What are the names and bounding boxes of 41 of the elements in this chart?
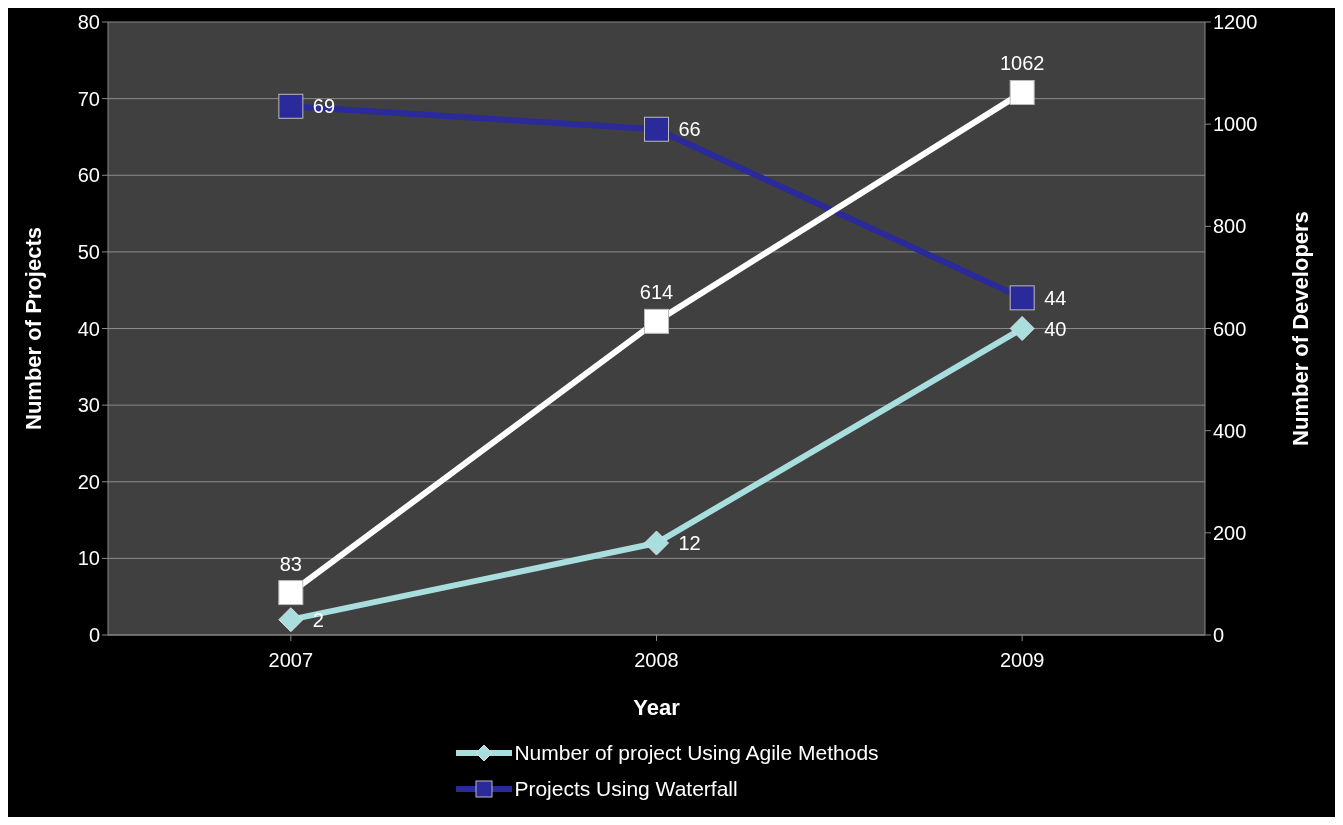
y2-tick-label: 1000 — [1213, 113, 1258, 136]
y-tick-label: 60 — [77, 164, 100, 187]
y2-tick-label: 0 — [1213, 624, 1225, 647]
y-tick-label: 40 — [77, 317, 100, 340]
y-tick-label: 20 — [77, 470, 100, 493]
y-axis-title: Number of Projects — [20, 227, 46, 430]
point — [278, 580, 304, 606]
y-tick-label: 70 — [77, 87, 100, 110]
data-label: 83 — [279, 552, 302, 575]
point — [1009, 80, 1035, 105]
y-tick-label: 0 — [88, 624, 100, 647]
y-tick-label: 10 — [77, 547, 100, 570]
x-tick-label: 2009 — [999, 649, 1045, 672]
y2-tick-label: 600 — [1213, 317, 1247, 340]
data-label: 44 — [1044, 286, 1067, 309]
data-label: 66 — [678, 118, 701, 141]
point — [278, 93, 304, 119]
point — [644, 308, 669, 334]
point — [644, 530, 669, 556]
point — [644, 116, 669, 142]
x-tick-label: 2007 — [268, 649, 314, 672]
y2-tick-label: 200 — [1213, 521, 1247, 544]
point — [278, 607, 304, 633]
legend-label: Number of project Using Agile Methods — [514, 741, 879, 765]
y-tick-label: 50 — [77, 240, 100, 263]
point — [1009, 316, 1035, 341]
x-tick-label: 2008 — [634, 649, 679, 672]
data-label: 1062 — [999, 52, 1045, 75]
data-label: 12 — [678, 532, 701, 555]
data-label: 69 — [312, 95, 336, 118]
x-axis-title: Year — [633, 695, 681, 720]
y2-tick-label: 800 — [1213, 215, 1247, 238]
point — [1009, 285, 1035, 311]
y2-axis-title: Number of Developers — [1287, 211, 1313, 446]
data-label: 40 — [1044, 317, 1067, 340]
legend-label: Projects Using Waterfall — [514, 777, 738, 801]
y-tick-label: 30 — [77, 394, 100, 417]
y2-tick-label: 1200 — [1213, 11, 1258, 34]
y-tick-label: 80 — [77, 11, 100, 34]
data-label: 614 — [639, 281, 674, 304]
y2-tick-label: 400 — [1213, 419, 1247, 442]
